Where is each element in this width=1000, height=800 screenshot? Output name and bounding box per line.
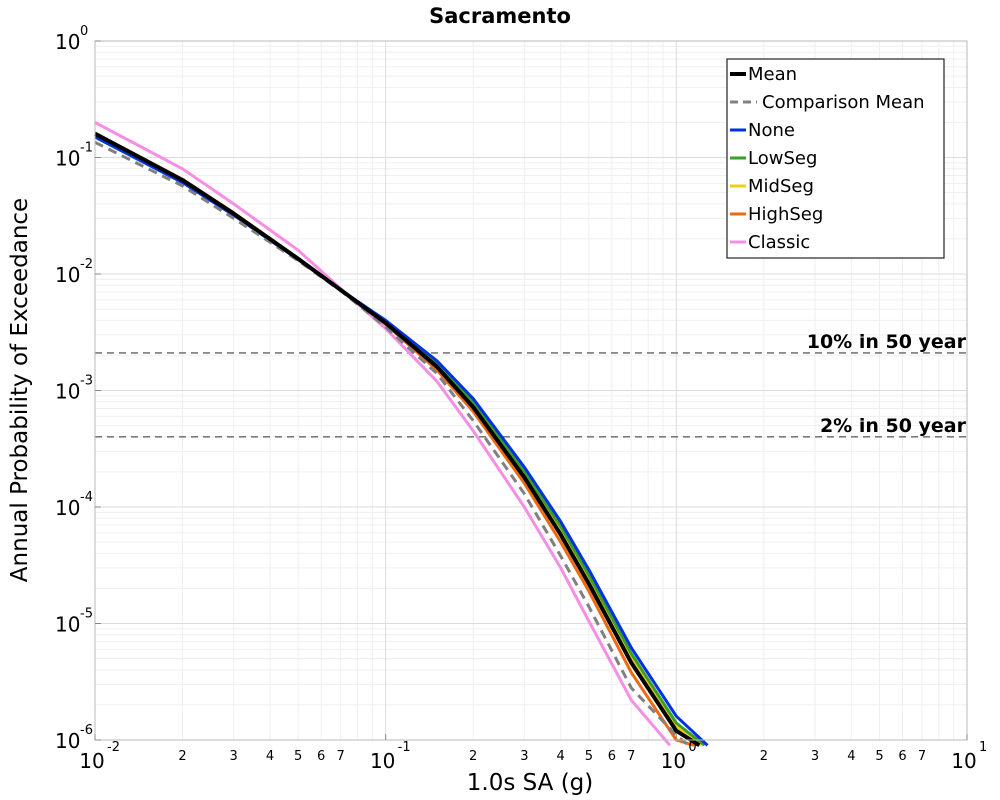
legend-label-lowseg: LowSeg (748, 148, 817, 169)
x-minor-tick-label: 3 (520, 749, 528, 764)
x-minor-tick-label: 2 (760, 749, 768, 764)
x-minor-tick-label: 2 (469, 749, 477, 764)
series-lines (94, 121, 709, 747)
legend-box (726, 58, 945, 259)
y-tick-label-base: 10 (55, 613, 80, 637)
legend-label-midseg: MidSeg (748, 176, 814, 197)
y-tick-label-exponent: -6 (80, 723, 93, 738)
x-minor-tick-label: 7 (337, 749, 345, 764)
x-tick-label-exponent: -2 (107, 740, 120, 755)
x-tick-label-base: 10 (79, 749, 104, 773)
y-tick-label-base: 10 (55, 263, 80, 287)
x-minor-tick-label: 6 (317, 749, 325, 764)
reference-line-label: 10% in 50 year (807, 331, 967, 353)
x-minor-tick-label: 3 (811, 749, 819, 764)
x-minor-tick-label: 2 (178, 749, 186, 764)
x-minor-tick-label: 7 (918, 749, 926, 764)
x-minor-tick-label: 4 (266, 749, 274, 764)
x-minor-tick-label: 5 (294, 749, 302, 764)
x-tick-label-base: 10 (661, 749, 686, 773)
x-minor-tick-label: 4 (847, 749, 855, 764)
y-tick-label-exponent: -5 (80, 607, 93, 622)
legend-label-mean: Mean (748, 64, 797, 85)
y-tick-label-base: 10 (55, 147, 80, 171)
reference-lines: 10% in 50 year 2% in 50 year (95, 331, 967, 438)
x-tick-label-base: 10 (951, 749, 976, 773)
legend-label-comparison-mean: Comparison Mean (762, 92, 925, 113)
x-minor-tick-label: 7 (627, 749, 635, 764)
series-line-highseg (94, 131, 695, 747)
y-tick-label-exponent: 0 (80, 24, 88, 39)
y-tick-label-exponent: -4 (80, 490, 93, 505)
y-tick-label-exponent: -3 (80, 374, 93, 389)
y-tick-label-base: 10 (55, 496, 80, 520)
x-tick-label-exponent: 1 (979, 740, 987, 755)
x-tick-label-exponent: -1 (398, 740, 411, 755)
reference-line-label: 2% in 50 year (820, 415, 967, 437)
x-tick-label-exponent: 0 (688, 740, 696, 755)
legend-label-none: None (748, 120, 795, 141)
series-line-none (94, 135, 709, 747)
y-tick-label-exponent: -2 (80, 257, 93, 272)
y-tick-label-exponent: -1 (80, 141, 93, 156)
x-tick-label-base: 10 (370, 749, 395, 773)
legend-label-highseg: HighSeg (748, 204, 823, 225)
x-minor-tick-label: 3 (230, 749, 238, 764)
legend-label-classic: Classic (748, 232, 810, 253)
y-tick-label-base: 10 (55, 729, 80, 753)
x-minor-tick-label: 5 (875, 749, 883, 764)
y-tick-label-base: 10 (55, 30, 80, 54)
legend: Mean Comparison Mean None LowSeg MidSeg HighS… (726, 58, 945, 259)
series-line-lowseg (94, 133, 706, 747)
series-line-mean (94, 131, 701, 747)
series-line-classic (94, 121, 672, 747)
x-minor-tick-label: 6 (898, 749, 906, 764)
x-axis-label: 1.0s SA (g) (467, 770, 594, 796)
x-minor-tick-label: 6 (608, 749, 616, 764)
y-tick-label-base: 10 (55, 380, 80, 404)
y-axis-label: Annual Probability of Exceedance (7, 198, 33, 582)
x-minor-tick-label: 4 (557, 749, 565, 764)
series-line-midseg (94, 133, 703, 747)
x-minor-tick-label: 5 (585, 749, 593, 764)
series-line-comparison-mean (94, 140, 690, 747)
chart-title: Sacramento (429, 4, 571, 28)
